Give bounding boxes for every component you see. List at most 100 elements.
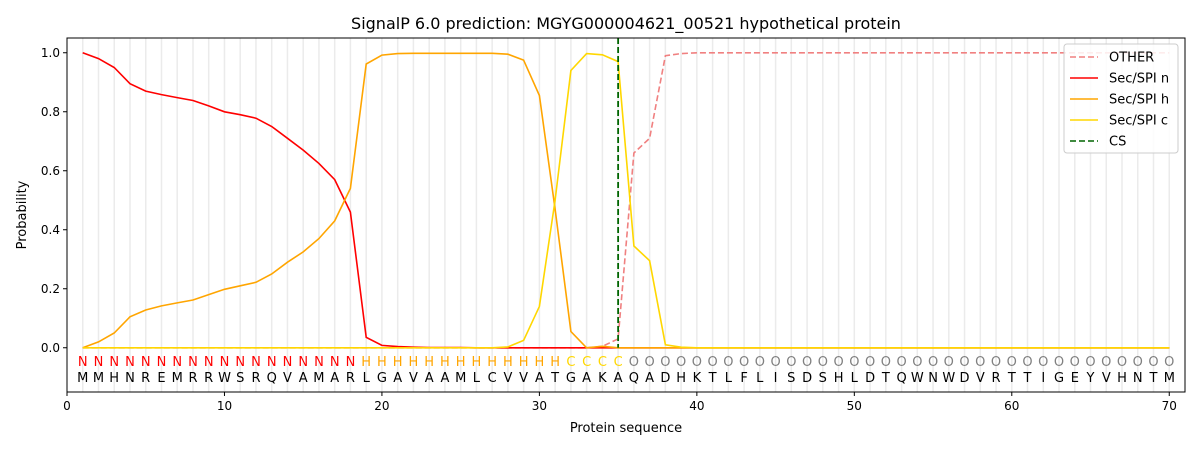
region-label: H: [377, 355, 387, 370]
plot-area: [82, 38, 1170, 349]
region-label: O: [629, 355, 639, 370]
axes-frame: [66, 37, 1186, 393]
region-label: N: [346, 355, 356, 370]
region-label: O: [1038, 355, 1048, 370]
region-label: O: [739, 355, 749, 370]
region-label: O: [755, 355, 765, 370]
x-tick-label: 70: [1162, 399, 1177, 413]
protein-sequence: MMHNREMRRWSRQVAMARLGAVAAMLCVVATGAKAQADHK…: [77, 371, 1175, 386]
series-line-sec-spi-n: [82, 52, 1170, 349]
region-label: O: [660, 355, 670, 370]
region-label: O: [944, 355, 954, 370]
x-tick-label: 50: [847, 399, 862, 413]
x-tick-label: 60: [1004, 399, 1019, 413]
legend-label: Sec/SPI h: [1109, 93, 1169, 108]
region-label: H: [456, 355, 466, 370]
region-label: N: [251, 355, 261, 370]
y-tick-label: 1.0: [41, 46, 60, 60]
region-label: N: [78, 355, 88, 370]
y-tick-label: 0.2: [41, 282, 60, 296]
region-label: H: [393, 355, 403, 370]
region-label: H: [361, 355, 371, 370]
region-label: N: [157, 355, 167, 370]
legend-label: Sec/SPI c: [1109, 114, 1168, 129]
region-label: O: [818, 355, 828, 370]
region-label: N: [298, 355, 308, 370]
region-label: N: [204, 355, 214, 370]
region-label: O: [865, 355, 875, 370]
region-label: H: [519, 355, 529, 370]
region-label: O: [1164, 355, 1174, 370]
x-tick-label: 20: [374, 399, 389, 413]
region-label: C: [566, 355, 575, 370]
grid-lines: [81, 38, 1171, 392]
region-label: C: [582, 355, 591, 370]
region-label: O: [896, 355, 906, 370]
region-label: H: [472, 355, 482, 370]
y-axis-label: Probability: [15, 180, 30, 249]
region-label: O: [1117, 355, 1127, 370]
y-tick-label: 0.8: [41, 105, 60, 119]
region-label: O: [991, 355, 1001, 370]
x-tick-label: 10: [217, 399, 232, 413]
x-axis-label: Protein sequence: [570, 421, 682, 436]
region-label: O: [881, 355, 891, 370]
region-label: H: [409, 355, 419, 370]
region-label: O: [786, 355, 796, 370]
region-label: N: [109, 355, 119, 370]
region-label: N: [314, 355, 324, 370]
region-label: O: [959, 355, 969, 370]
region-label: H: [424, 355, 434, 370]
y-axis-ticks: 0.0 0.2 0.4 0.6 0.8 1.0: [41, 46, 67, 355]
region-label: O: [912, 355, 922, 370]
region-label: O: [802, 355, 812, 370]
region-label: N: [283, 355, 293, 370]
legend: OTHER Sec/SPI n Sec/SPI h Sec/SPI c CS: [1063, 43, 1179, 154]
y-tick-label: 0.6: [41, 164, 60, 178]
region-label: O: [645, 355, 655, 370]
y-tick-label: 0.4: [41, 223, 60, 237]
legend-box: [1063, 43, 1179, 154]
region-label: O: [1101, 355, 1111, 370]
legend-label: Sec/SPI n: [1109, 72, 1169, 87]
series-line-other: [82, 51, 1170, 349]
region-label: O: [770, 355, 780, 370]
region-label: N: [172, 355, 182, 370]
x-tick-label: 40: [689, 399, 704, 413]
region-label: C: [614, 355, 623, 370]
series-line-sec-spi-c: [82, 52, 1170, 349]
region-label: N: [235, 355, 245, 370]
region-label: O: [676, 355, 686, 370]
region-label: O: [1007, 355, 1017, 370]
x-tick-label: 0: [63, 399, 71, 413]
region-label: N: [267, 355, 277, 370]
region-label: O: [723, 355, 733, 370]
region-label: O: [833, 355, 843, 370]
region-label: N: [125, 355, 135, 370]
region-label: O: [849, 355, 859, 370]
region-label: N: [330, 355, 340, 370]
series-line-sec-spi-h: [82, 52, 1170, 349]
region-label: O: [1070, 355, 1080, 370]
x-axis-ticks: 0 10 20 30 40 50 60 70: [63, 392, 1177, 413]
y-tick-label: 0.0: [41, 341, 60, 355]
region-label: N: [141, 355, 151, 370]
region-label: C: [598, 355, 607, 370]
region-label: N: [220, 355, 230, 370]
region-label: O: [692, 355, 702, 370]
legend-label: CS: [1109, 135, 1126, 150]
region-label: O: [975, 355, 985, 370]
legend-label: OTHER: [1109, 51, 1154, 66]
region-label: O: [1054, 355, 1064, 370]
region-label: H: [440, 355, 450, 370]
region-label: O: [1085, 355, 1095, 370]
chart-title: SignalP 6.0 prediction: MGYG000004621_00…: [351, 14, 901, 34]
region-label: O: [1022, 355, 1032, 370]
region-label: H: [535, 355, 545, 370]
region-label: O: [1148, 355, 1158, 370]
region-label: O: [928, 355, 938, 370]
region-label: N: [188, 355, 198, 370]
x-tick-label: 30: [532, 399, 547, 413]
